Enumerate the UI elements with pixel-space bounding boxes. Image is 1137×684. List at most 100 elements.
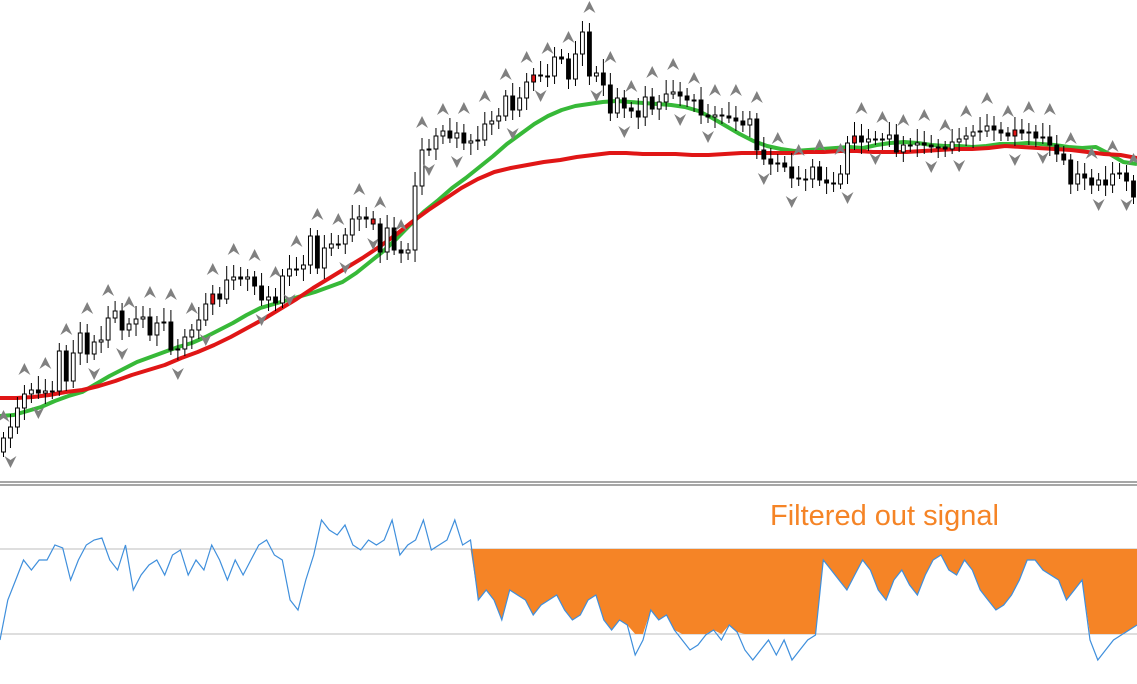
candle-body	[824, 179, 830, 184]
down-arrow-icon	[367, 238, 380, 250]
up-arrow-icon	[1001, 105, 1014, 117]
candle-body	[754, 118, 760, 151]
candle-body	[768, 158, 774, 165]
down-arrow-icon	[1120, 199, 1133, 211]
down-arrow-icon	[255, 314, 268, 326]
candle-body	[91, 341, 97, 355]
up-arrow-icon	[416, 116, 429, 128]
up-arrow-icon	[102, 284, 115, 296]
oscillator-line	[0, 517, 1137, 662]
candle-body	[266, 296, 271, 301]
candle-body	[42, 390, 48, 394]
candle-body	[1117, 172, 1122, 175]
up-arrow-icon	[981, 92, 994, 104]
candle-body	[991, 125, 997, 131]
candle-body	[15, 407, 20, 428]
up-arrow-icon	[248, 249, 261, 261]
down-arrow-icon	[4, 456, 17, 468]
candle-body	[1047, 136, 1053, 146]
candle-body	[245, 276, 251, 280]
down-arrow-icon	[953, 160, 966, 172]
candle-body	[593, 72, 599, 77]
candle-body	[161, 321, 167, 324]
candle-body	[84, 332, 90, 355]
candle-body	[873, 138, 878, 141]
candle-body	[349, 218, 355, 236]
candle-body	[503, 95, 509, 117]
up-arrow-icon	[729, 84, 742, 96]
candle-body	[656, 101, 662, 110]
filtered-signal-area	[470, 549, 1137, 634]
down-arrow-icon	[171, 368, 184, 380]
candle-body	[831, 182, 836, 185]
candle-body	[782, 162, 788, 168]
candle-body	[705, 114, 711, 118]
candle-body	[1026, 131, 1032, 134]
up-arrow-icon	[1064, 132, 1077, 144]
up-arrow-icon	[876, 111, 889, 123]
up-arrow-icon	[227, 243, 240, 255]
candle-body	[796, 177, 802, 180]
up-arrow-icon	[918, 109, 931, 121]
up-arrow-icon	[1043, 103, 1056, 115]
up-arrow-icon	[520, 51, 533, 63]
candle-body	[761, 149, 767, 160]
candle-body	[817, 166, 823, 181]
candle-body	[866, 138, 871, 143]
candle-body	[398, 249, 404, 254]
down-arrow-icon	[618, 126, 631, 138]
candle-body	[482, 123, 488, 141]
down-arrow-icon	[116, 348, 129, 360]
candle-body	[105, 317, 111, 341]
up-arrow-icon	[81, 302, 94, 314]
candle-body	[628, 107, 634, 112]
candle-body	[1110, 173, 1116, 186]
up-arrow-icon	[39, 357, 52, 369]
up-arrow-icon	[1085, 147, 1098, 159]
candle-body	[287, 268, 292, 277]
candle-body	[1103, 179, 1109, 186]
up-arrow-icon	[646, 66, 659, 78]
candle-body	[140, 316, 146, 320]
candle-body	[412, 185, 418, 251]
up-arrow-icon	[708, 84, 721, 96]
candle-body	[531, 74, 537, 83]
candle-body	[970, 131, 976, 137]
candle-body	[196, 319, 202, 331]
up-arrow-icon	[583, 1, 596, 13]
candle-body	[845, 142, 850, 175]
candle-body	[538, 74, 544, 77]
candle-body	[928, 144, 934, 148]
down-arrow-icon	[925, 161, 938, 173]
candle-body	[314, 235, 320, 269]
candle-body	[454, 132, 460, 139]
candle-body	[670, 91, 676, 95]
candle-body	[935, 146, 941, 149]
up-arrow-icon	[688, 72, 701, 84]
candle-body	[1068, 159, 1074, 185]
candle-body	[405, 249, 411, 254]
candle-body	[63, 350, 69, 382]
candle-body	[956, 138, 962, 143]
candle-body	[133, 318, 139, 325]
down-arrow-icon	[339, 262, 352, 274]
candle-body	[210, 293, 216, 305]
candle-body	[1089, 177, 1095, 186]
up-arrow-icon	[143, 286, 156, 298]
candle-body	[1040, 136, 1046, 139]
candle-body	[524, 81, 530, 99]
candle-body	[1054, 144, 1060, 155]
slow-ma-line	[0, 144, 1137, 400]
candle-body	[259, 285, 264, 301]
candle-body	[879, 138, 885, 141]
up-arrow-icon	[123, 296, 136, 308]
candle-body	[426, 148, 432, 151]
candle-body	[580, 31, 585, 55]
candle-body	[977, 130, 983, 133]
candle-body	[1033, 131, 1039, 139]
candle-body	[998, 129, 1004, 134]
candle-body	[168, 321, 174, 351]
up-arrow-icon	[18, 363, 31, 375]
candle-body	[217, 293, 223, 300]
candle-body	[77, 332, 83, 354]
